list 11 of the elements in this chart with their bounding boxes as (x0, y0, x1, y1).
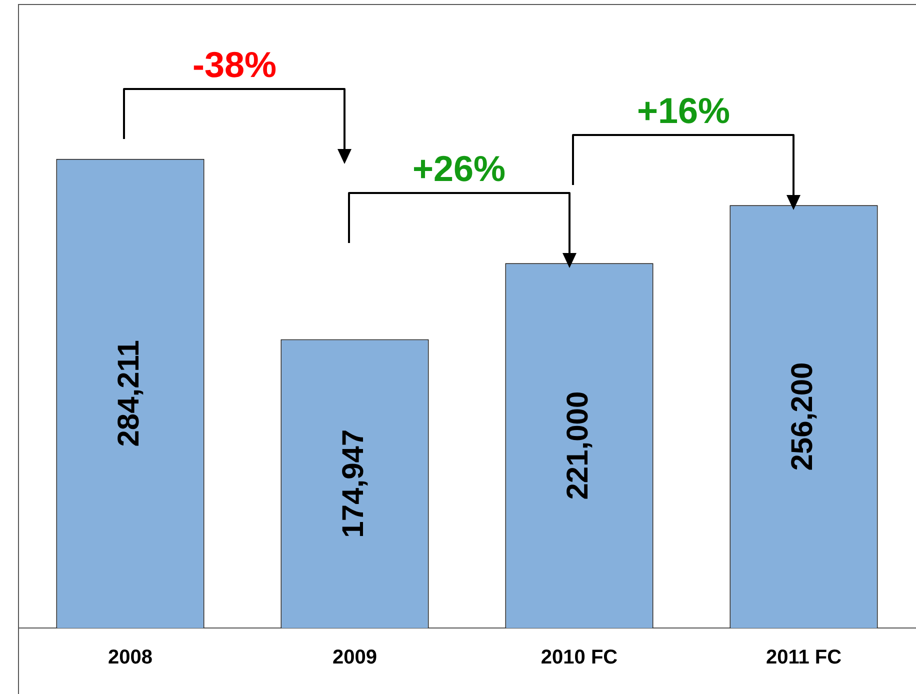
annotation: +26% (412, 148, 506, 190)
text: -38% (192, 44, 277, 85)
data-label: 221,000 (562, 391, 595, 500)
data-label: 284,211 (112, 340, 146, 447)
data-label: 174,947 (337, 429, 370, 538)
data-label: 256,200 (786, 362, 820, 471)
x-tick-label: 2011 FC (766, 646, 842, 669)
x-tick-label: 2009 (332, 646, 377, 669)
text: +16% (636, 90, 730, 132)
x-tick-label: 2010 FC (540, 646, 618, 669)
x-tick-label: 2008 (108, 646, 152, 669)
